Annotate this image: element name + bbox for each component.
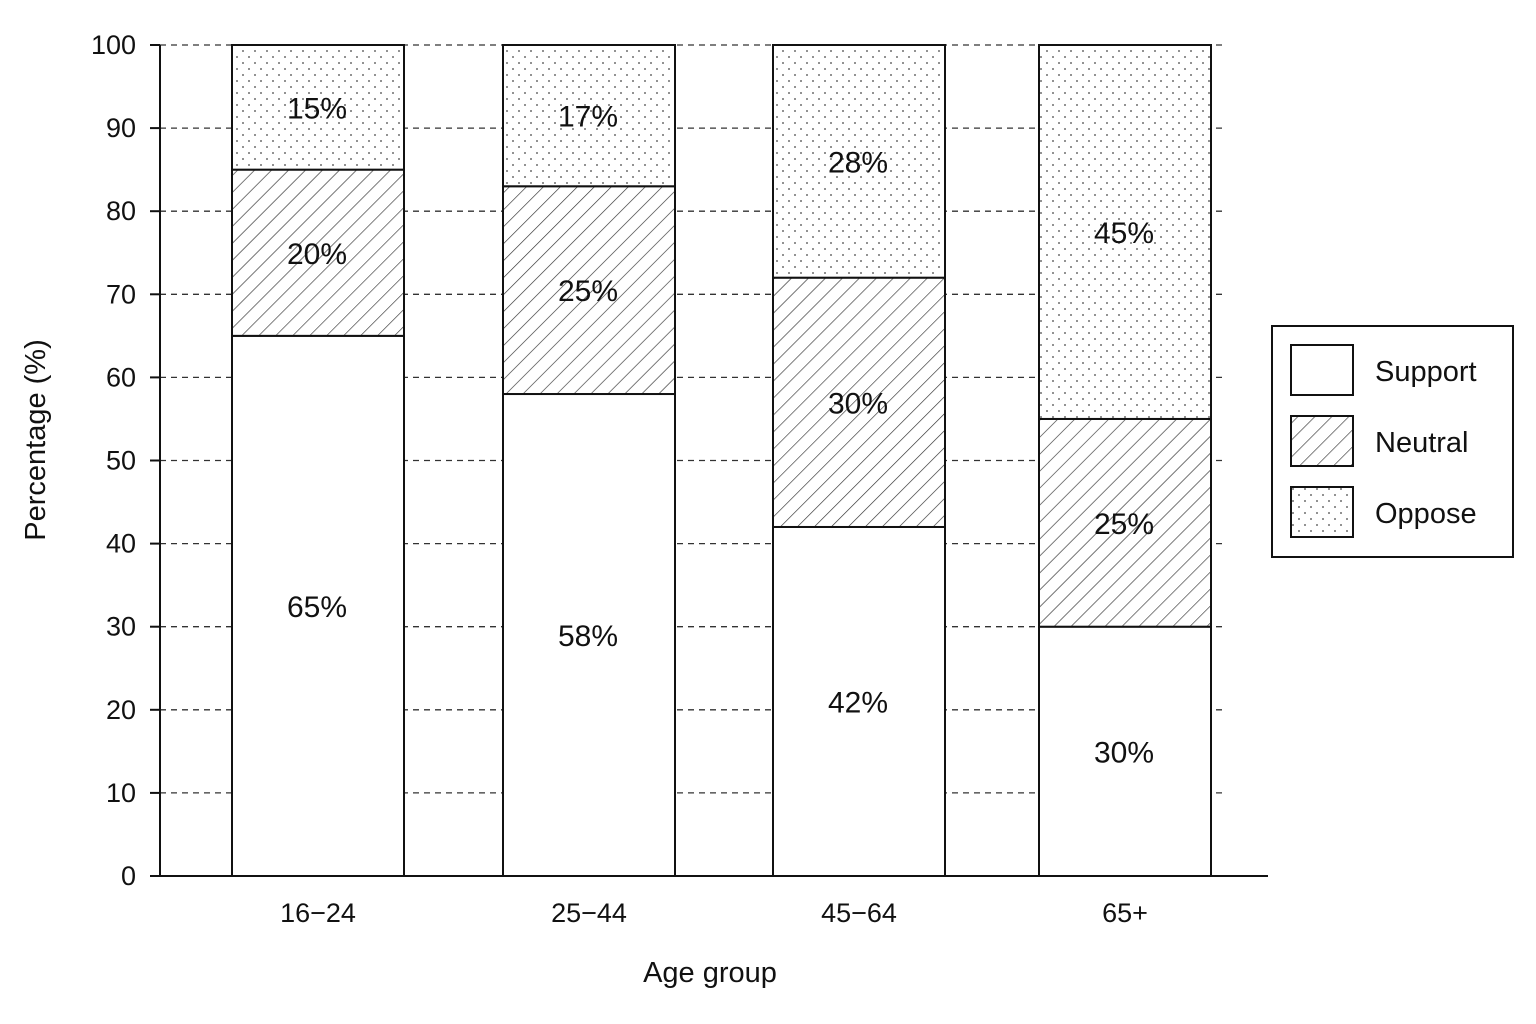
- bar-segment-neutral: [502, 185, 676, 396]
- x-tick-label: 45−64: [821, 898, 897, 928]
- bar-segment-neutral: [231, 168, 405, 337]
- bar-segment-support: [772, 525, 946, 877]
- y-tick-label: 60: [106, 362, 136, 392]
- y-tick-label: 40: [106, 529, 136, 559]
- data-label: 58%: [558, 620, 618, 653]
- bars: [231, 44, 1212, 878]
- data-label: 28%: [828, 146, 888, 179]
- bar-segment-oppose: [502, 44, 676, 188]
- bar-segment-neutral: [772, 276, 946, 528]
- legend: Support Neutral Oppose: [1271, 325, 1514, 558]
- data-label: 45%: [1094, 217, 1154, 250]
- y-tick-label: 80: [106, 196, 136, 226]
- y-tick-label: 90: [106, 113, 136, 143]
- data-label: 65%: [287, 591, 347, 624]
- data-labels: 65% 20% 15% 58% 25% 17% 42% 30% 28% 30% 25% 45%: [287, 92, 1154, 769]
- y-tick-label: 50: [106, 446, 136, 476]
- data-label: 30%: [828, 387, 888, 420]
- y-tick-label: 70: [106, 279, 136, 309]
- data-label: 42%: [828, 686, 888, 719]
- y-tick-label: 0: [121, 861, 136, 891]
- axes: 0 10 20 30 40 50 60 70 80 90 100 16−24 25−44 45−64 65+: [91, 30, 1268, 928]
- x-tick-label: 16−24: [280, 898, 356, 928]
- data-label: 20%: [287, 238, 347, 271]
- x-tick-label: 65+: [1102, 898, 1148, 928]
- bar-segment-oppose: [772, 44, 946, 279]
- data-label: 17%: [558, 101, 618, 134]
- legend-swatch-support: [1290, 344, 1354, 396]
- y-tick-label: 100: [91, 30, 136, 60]
- legend-label: Oppose: [1375, 498, 1477, 530]
- bar-segment-support: [1038, 625, 1212, 878]
- legend-label: Neutral: [1375, 427, 1469, 459]
- bar-segment-support: [502, 393, 676, 877]
- y-tick-label: 10: [106, 778, 136, 808]
- legend-swatch-neutral: [1290, 415, 1354, 467]
- x-tick-label: 25−44: [551, 898, 627, 928]
- x-axis-title: Age group: [643, 957, 777, 989]
- data-label: 25%: [1094, 508, 1154, 541]
- y-tick-label: 30: [106, 612, 136, 642]
- y-axis-title: Percentage (%): [20, 339, 52, 541]
- bar-segment-oppose: [1038, 44, 1212, 420]
- bar-segment-support: [231, 334, 405, 878]
- bar-segment-neutral: [1038, 417, 1212, 628]
- data-label: 25%: [558, 275, 618, 308]
- data-label: 15%: [287, 92, 347, 125]
- legend-label: Support: [1375, 356, 1477, 388]
- legend-swatch-oppose: [1290, 486, 1354, 538]
- bar-segment-oppose: [231, 44, 405, 171]
- y-tick-label: 20: [106, 695, 136, 725]
- data-label: 30%: [1094, 736, 1154, 769]
